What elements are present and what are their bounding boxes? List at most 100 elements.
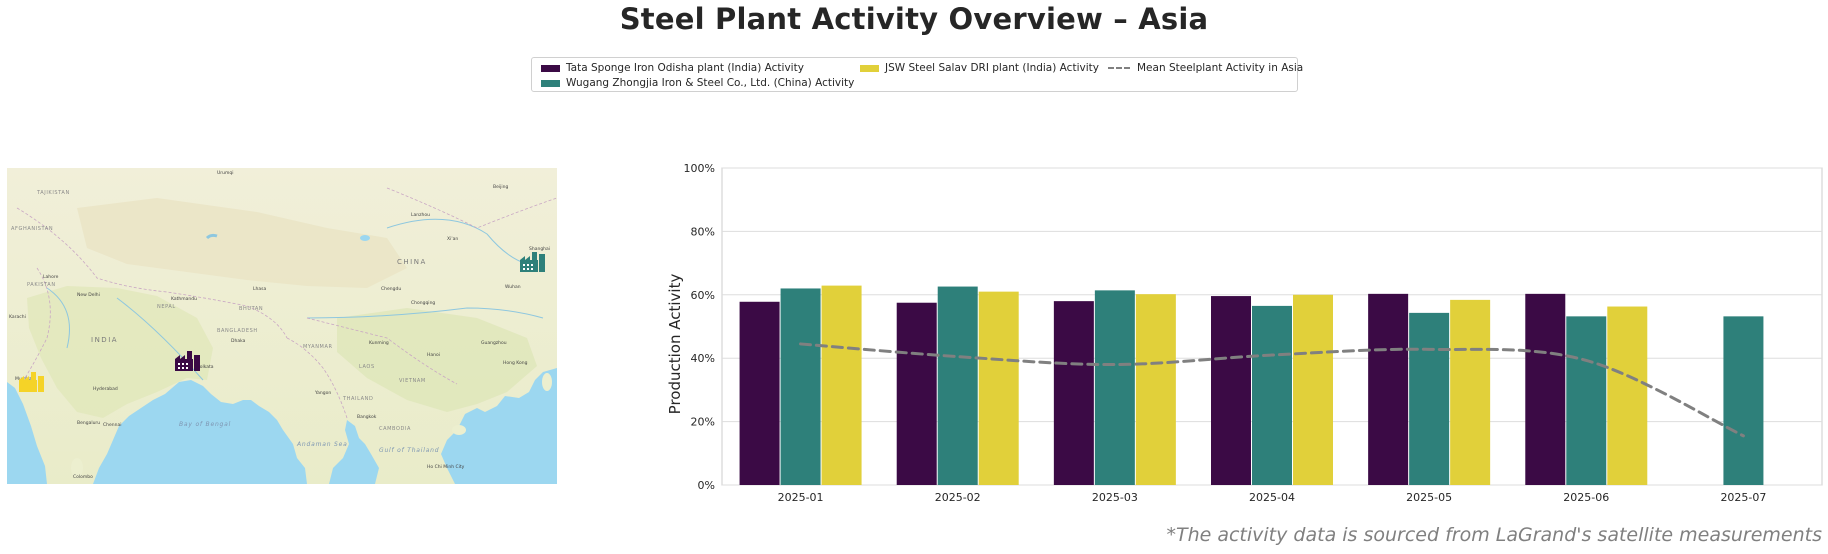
- border-line: [306, 317, 458, 385]
- legend-entry-mean: Mean Steelplant Activity in Asia: [1108, 62, 1303, 74]
- map-city-chengdu: Chengdu: [381, 286, 401, 292]
- legend-entry-jsw: JSW Steel Salav DRI plant (India) Activi…: [860, 62, 1099, 74]
- hainan: [452, 425, 466, 435]
- map-city-lhasa: Lhasa: [253, 286, 266, 292]
- bar-2025-03-series-2: [1135, 294, 1176, 485]
- map-label-bangladesh: BANGLADESH: [217, 328, 258, 334]
- x-tick-label: 2025-02: [935, 491, 981, 504]
- legend-label-jsw: JSW Steel Salav DRI plant (India) Activi…: [885, 62, 1099, 74]
- bar-2025-03-series-1: [1094, 290, 1135, 485]
- legend-label-wugang: Wugang Zhongjia Iron & Steel Co., Ltd. (…: [566, 77, 855, 89]
- bar-2025-05-series-1: [1409, 312, 1450, 485]
- map-city-hochiminh: Ho Chi Minh City: [427, 464, 465, 470]
- border-line: [286, 337, 348, 419]
- map-city-hanoi: Hanoi: [427, 352, 440, 358]
- legend-label-mean: Mean Steelplant Activity in Asia: [1137, 62, 1304, 74]
- sri-lanka: [71, 458, 83, 478]
- lake: [205, 233, 218, 240]
- map-label-myanmar: MYANMAR: [303, 344, 333, 350]
- map-city-bengaluru: Bengaluru: [77, 420, 100, 426]
- map-city-kunming: Kunming: [369, 340, 389, 346]
- map-label-afghanistan: AFGHANISTAN: [11, 226, 53, 232]
- bar-2025-02-series-2: [978, 291, 1019, 485]
- factory-icon[interactable]: [19, 372, 44, 392]
- map-label-laos: LAOS: [359, 364, 375, 370]
- lake-qinghai: [360, 235, 370, 241]
- river-yangtze: [306, 307, 544, 319]
- map-label-pakistan: PAKISTAN: [27, 282, 56, 288]
- x-tick-label: 2025-06: [1563, 491, 1609, 504]
- river-ganges: [116, 297, 204, 381]
- bar-2025-01-series-0: [739, 301, 780, 485]
- map-city-hyderabad: Hyderabad: [93, 386, 118, 392]
- bar-layer: [739, 285, 1764, 485]
- map-city-colombo: Colombo: [73, 474, 93, 480]
- map-canvas: CHINA INDIA MYANMAR LAOS VIETNAM CAMBODI…: [7, 168, 557, 484]
- bar-2025-07-series-1: [1723, 316, 1764, 485]
- map-label-nepal: NEPAL: [157, 304, 176, 310]
- legend-swatch-jsw: [860, 64, 879, 72]
- legend-entry-tata: Tata Sponge Iron Odisha plant (India) Ac…: [541, 62, 804, 74]
- bar-2025-01-series-1: [780, 288, 821, 485]
- map-label-bay: Bay of Bengal: [179, 421, 231, 428]
- river-indus: [46, 287, 70, 349]
- border-line: [16, 207, 288, 339]
- map-city-urumqi: Urumqi: [217, 170, 234, 176]
- map-label-vietnam: VIETNAM: [399, 378, 426, 384]
- river-yellow: [386, 218, 528, 265]
- map-south-china: [337, 308, 537, 412]
- page-title: Steel Plant Activity Overview – Asia: [619, 2, 1209, 36]
- factory-icon[interactable]: [520, 252, 545, 272]
- source-note: *The activity data is sourced from LaGra…: [1166, 524, 1822, 546]
- map-label-andaman: Andaman Sea: [296, 441, 348, 448]
- map-label-cambodia: CAMBODIA: [379, 426, 411, 432]
- y-tick-label: 100%: [684, 162, 715, 175]
- bar-2025-02-series-1: [937, 286, 978, 485]
- map-city-kathmandu: Kathmandu: [171, 296, 197, 302]
- x-tick-label: 2025-05: [1406, 491, 1452, 504]
- x-tick-label: 2025-03: [1092, 491, 1138, 504]
- map-label-india: INDIA: [91, 336, 118, 344]
- legend-label-tata: Tata Sponge Iron Odisha plant (India) Ac…: [566, 62, 804, 74]
- map-city-karachi: Karachi: [9, 314, 26, 320]
- bar-2025-04-series-2: [1293, 294, 1333, 485]
- y-tick-label: 40%: [691, 352, 715, 365]
- bar-2025-05-series-2: [1450, 299, 1491, 485]
- bar-2025-02-series-0: [896, 302, 937, 485]
- mean-activity-line: [799, 342, 1745, 438]
- tick-layer: 0% 20% 40% 60% 80% 100% 2025-01 2025-02 2025-03 2…: [684, 162, 1767, 504]
- map-city-chongqing: Chongqing: [411, 300, 435, 306]
- map-city-beijing: Beijing: [493, 184, 508, 190]
- bar-2025-04-series-1: [1252, 305, 1292, 485]
- factory-icon[interactable]: [175, 351, 200, 371]
- legend-swatch-tata: [541, 64, 560, 72]
- bar-2025-06-series-2: [1607, 306, 1648, 485]
- bar-2025-03-series-0: [1053, 301, 1094, 485]
- map-city-wuhan: Wuhan: [505, 284, 521, 290]
- asia-map[interactable]: CHINA INDIA MYANMAR LAOS VIETNAM CAMBODI…: [7, 168, 557, 484]
- taiwan: [542, 373, 552, 391]
- map-city-yangon: Yangon: [314, 390, 331, 396]
- map-city-shanghai: Shanghai: [529, 246, 550, 252]
- y-tick-label: 60%: [691, 289, 715, 302]
- bar-2025-06-series-1: [1566, 316, 1607, 485]
- x-tick-label: 2025-01: [778, 491, 824, 504]
- y-axis-label: Production Activity: [666, 274, 684, 415]
- legend-swatch-wugang: [541, 79, 560, 87]
- map-label-gulf: Gulf of Thailand: [379, 447, 439, 454]
- y-tick-label: 20%: [691, 416, 715, 429]
- bar-2025-06-series-0: [1525, 293, 1566, 485]
- x-tick-label: 2025-07: [1720, 491, 1766, 504]
- map-label-tajikistan: TAJIKISTAN: [36, 190, 70, 196]
- map-lowlands: [27, 286, 213, 418]
- x-tick-label: 2025-04: [1249, 491, 1295, 504]
- map-city-lanzhou: Lanzhou: [411, 212, 430, 218]
- bar-2025-04-series-0: [1211, 296, 1251, 485]
- map-city-bangkok: Bangkok: [357, 414, 377, 420]
- y-tick-label: 0%: [698, 479, 715, 492]
- map-city-kolkata: Kolkata: [197, 364, 214, 370]
- map-label-bhutan: BHUTAN: [239, 306, 263, 312]
- map-highlands: [77, 198, 407, 288]
- y-tick-label: 80%: [691, 225, 715, 238]
